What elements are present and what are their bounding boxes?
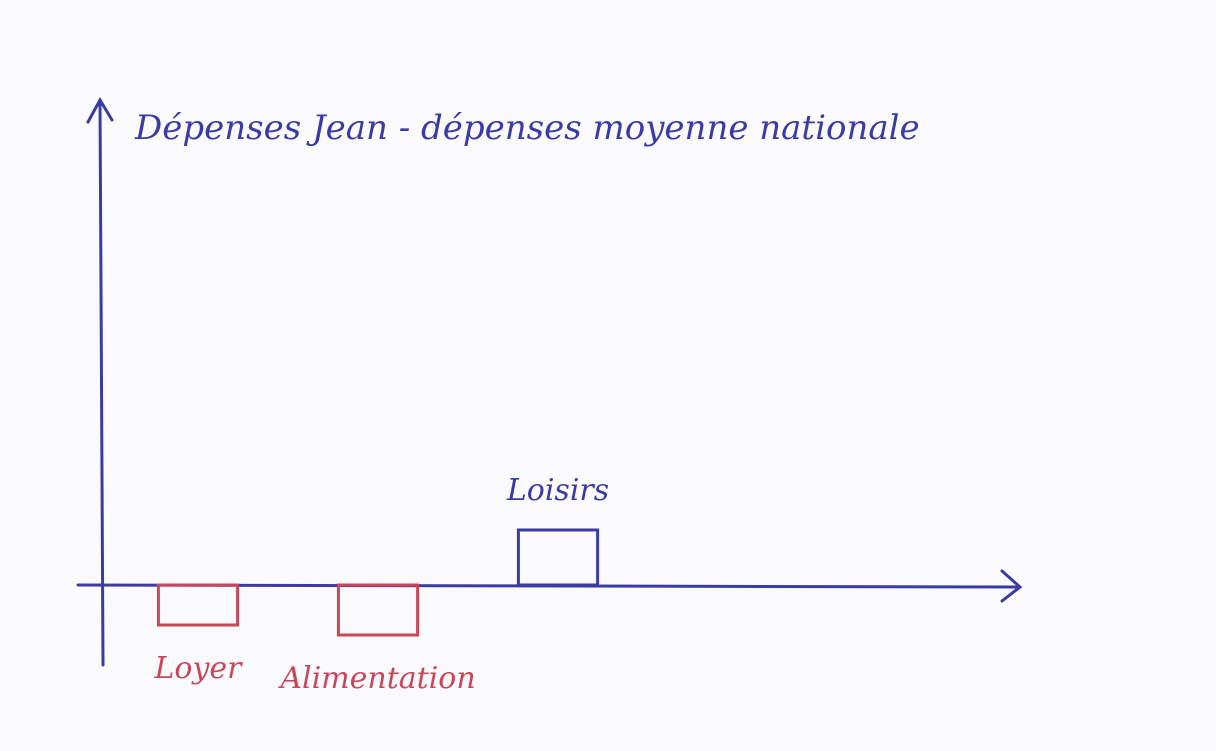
category-label: Alimentation [277,661,475,696]
x-axis-arrow [1000,569,1023,603]
bar [516,528,600,587]
category-label: Loyer [153,651,243,686]
y-axis [98,98,105,667]
y-axis-arrow [86,96,114,124]
bar [336,583,420,637]
category-label: Loisirs [506,473,609,508]
bar [156,583,240,627]
chart-title: Dépenses Jean - dépenses moyenne nationa… [134,108,920,148]
